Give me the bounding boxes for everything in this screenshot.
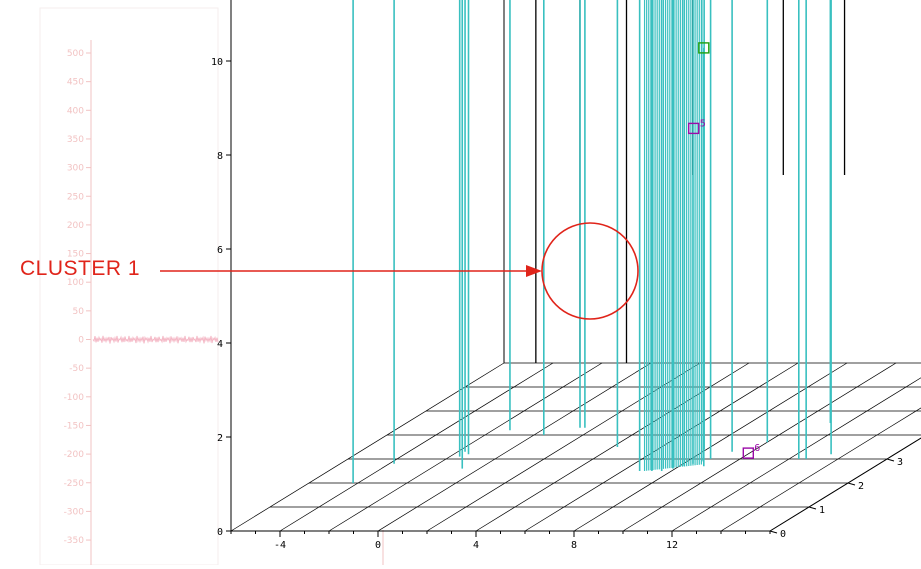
z-axis-tick-label: 6: [217, 245, 223, 256]
background-signal-trace: [92, 335, 219, 344]
cluster-annotation-label: CLUSTER 1: [20, 257, 141, 280]
floor-grid-line-width: [230, 362, 505, 532]
background-y-tick-label: -200: [64, 450, 85, 460]
stems: [352, 0, 846, 483]
annotation-layer: [160, 222, 639, 320]
cluster-highlight-circle: [541, 222, 639, 320]
y-axis-tick-label: 0: [780, 529, 786, 540]
y-axis-tick-label: 2: [858, 481, 864, 492]
background-y-tick-label: -50: [69, 364, 84, 374]
x-axis-tick-label: 12: [666, 540, 678, 551]
y-axis-tick-label: 1: [819, 505, 825, 516]
z-axis-tick-label: 4: [217, 339, 223, 350]
axis-box-edge: [769, 437, 921, 532]
labeled-point-label: 6: [754, 443, 760, 454]
background-y-tick-label: -350: [64, 536, 85, 546]
z-axis-tick-label: 0: [217, 527, 223, 538]
x-axis-tick-label: -4: [274, 540, 286, 551]
y-axis-tick-label: 3: [897, 457, 903, 468]
z-axis-tick-label: 10: [211, 57, 223, 68]
labeled-point: [688, 122, 700, 135]
background-y-tick-label: -100: [64, 393, 85, 403]
background-y-tick-label: 300: [67, 164, 84, 174]
background-y-tick-label: -150: [64, 421, 85, 431]
background-y-tick-label: 150: [67, 250, 84, 260]
labeled-point-label: 5: [700, 118, 706, 129]
cluster-point: [698, 42, 710, 54]
floor-grid-line-width: [720, 407, 921, 532]
background-y-tick-label: 500: [67, 49, 84, 59]
background-y-tick-label: -300: [64, 507, 85, 517]
floor-grid-line-width: [769, 437, 921, 532]
x-axis-tick-label: 4: [473, 540, 479, 551]
floor-grid-line-width: [475, 362, 750, 532]
floor-grid-line-width: [622, 362, 897, 532]
floor-grid-line-width: [671, 377, 921, 532]
z-axis-tick-label: 8: [217, 151, 223, 162]
background-y-tick-label: 450: [67, 78, 84, 88]
points: 12356891011121314161718: [688, 42, 760, 459]
y-axis-tick: [847, 482, 856, 486]
background-y-tick-label: 100: [67, 278, 84, 288]
background-y-ticks: 500450400350300250200150100500-50-100-15…: [64, 49, 91, 546]
labeled-point: [742, 447, 754, 459]
floor-grid: [230, 362, 921, 532]
background-y-tick-label: 400: [67, 106, 84, 116]
y-axis-tick: [769, 530, 778, 534]
annotation-arrow-head: [526, 265, 542, 277]
background-y-tick-label: 0: [78, 336, 84, 346]
y-axis-tick: [886, 458, 895, 462]
background-y-tick-label: -250: [64, 479, 85, 489]
background-y-tick-label: 250: [67, 192, 84, 202]
x-axis-tick-label: 8: [571, 540, 577, 551]
background-y-tick-label: 200: [67, 221, 84, 231]
y-axis-tick: [808, 506, 817, 510]
x-axis-tick-label: 0: [375, 540, 381, 551]
axis-ticks: 02468101214-40481201234567: [211, 57, 903, 551]
z-axis-tick-label: 2: [217, 433, 223, 444]
background-panel: [39, 7, 219, 566]
floor-grid-line-width: [279, 362, 554, 532]
background-y-tick-label: 50: [73, 307, 85, 317]
axis-box: [230, 0, 921, 532]
floor-grid-line-width: [377, 362, 652, 532]
background-y-tick-label: 350: [67, 135, 84, 145]
